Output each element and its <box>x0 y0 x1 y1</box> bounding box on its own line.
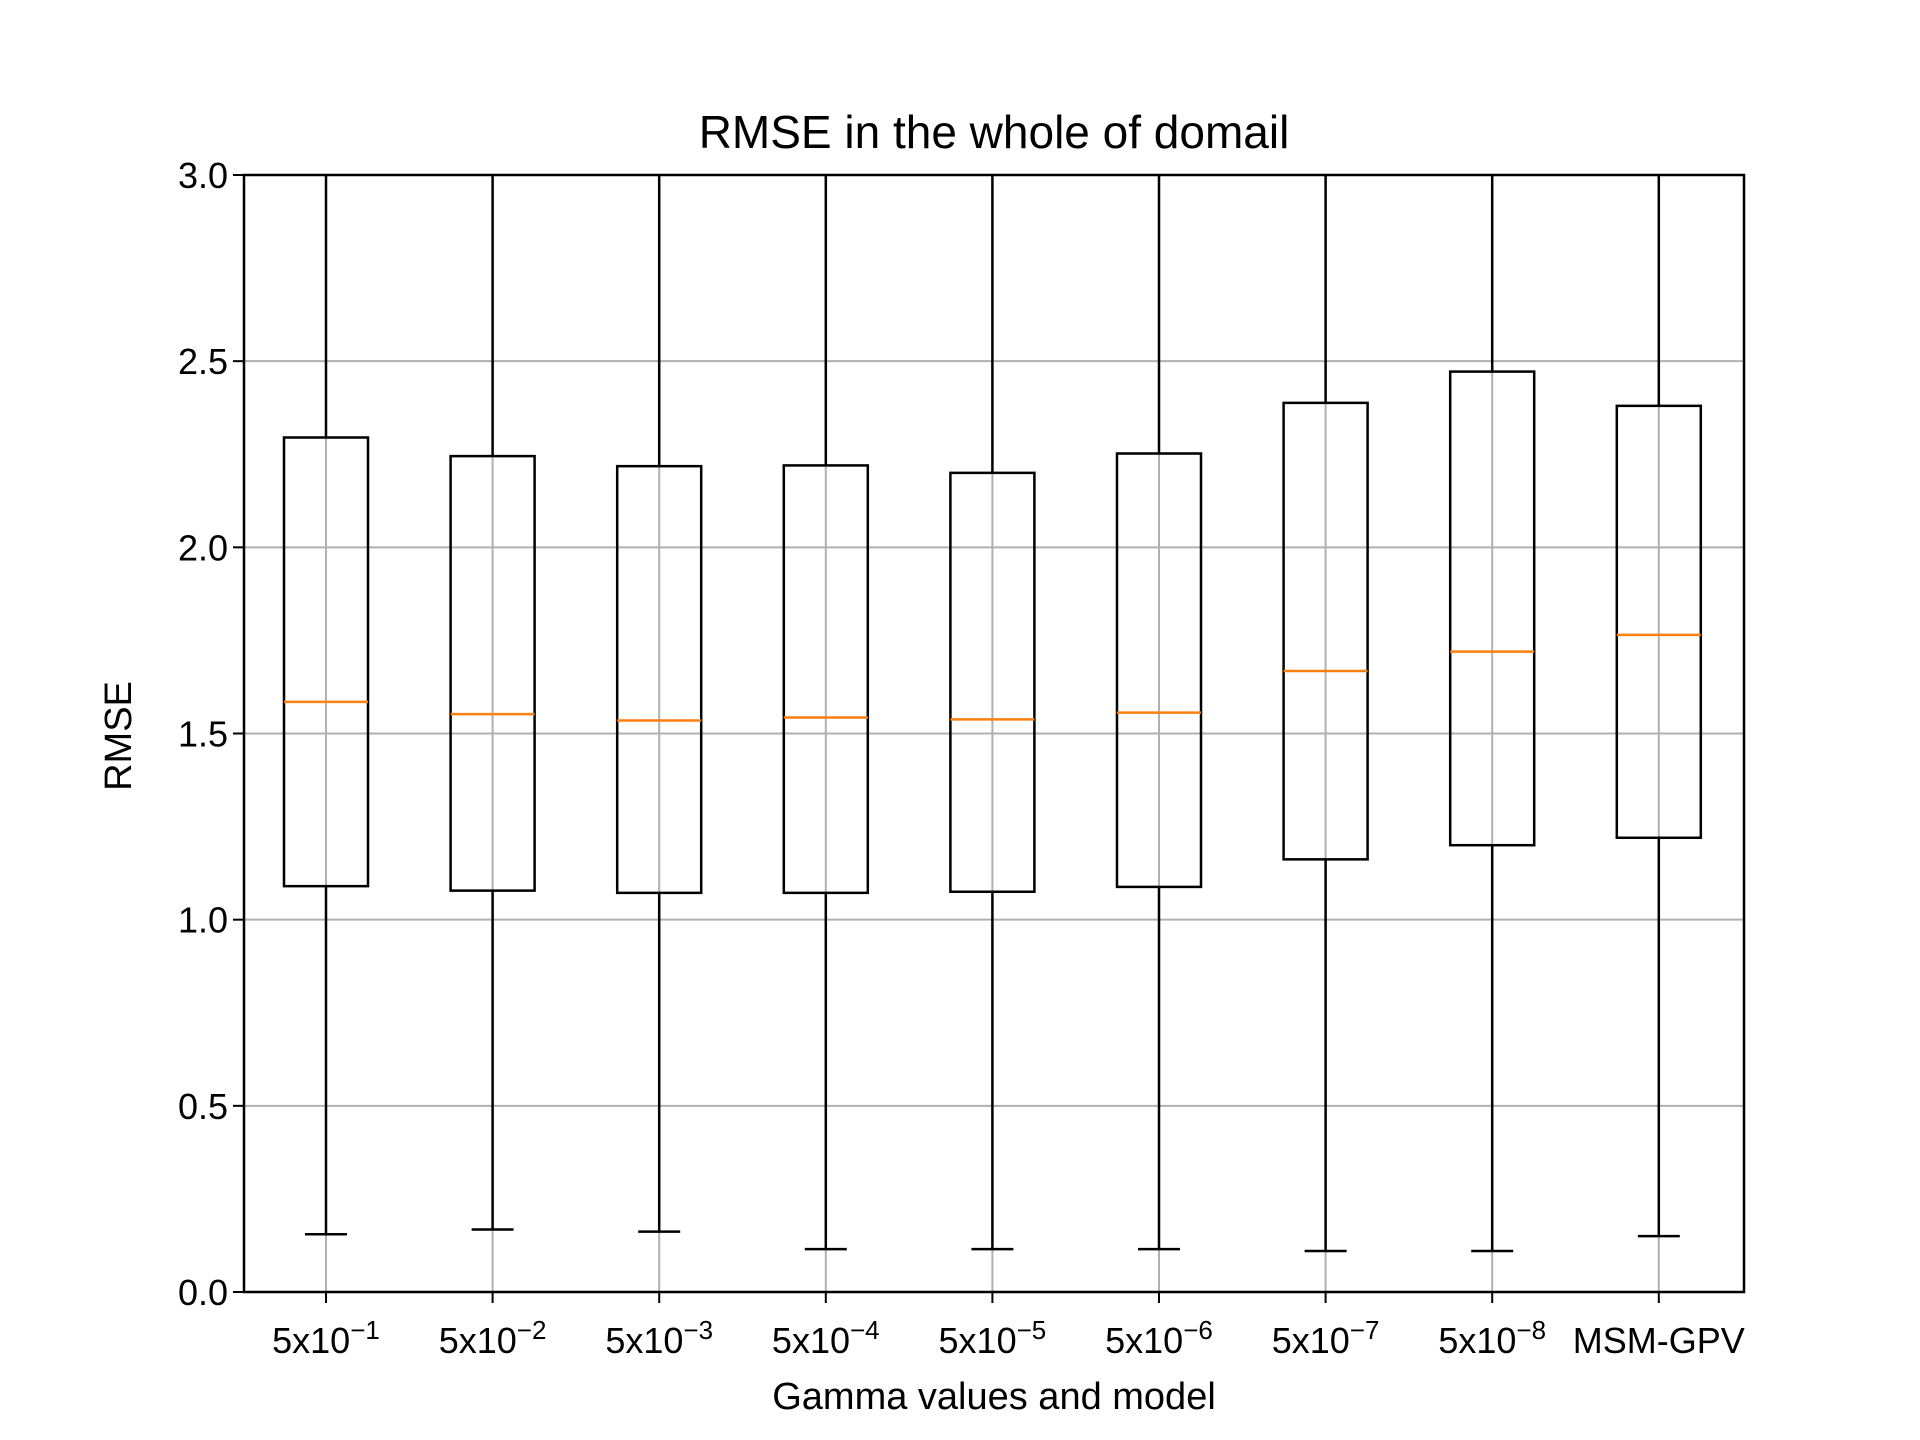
y-tick-label: 0.0 <box>178 1272 228 1313</box>
iqr-box <box>282 436 370 888</box>
box-4 <box>782 175 870 1251</box>
iqr-box <box>1615 404 1703 840</box>
x-tick-label: 5x10−7 <box>1272 1315 1380 1361</box>
x-tick-exponent: −3 <box>683 1315 713 1345</box>
x-axis-ticks: 5x10−1 5x10−2 5x10−3 5x10−4 5x10−5 5x10−6 5x10… <box>272 1292 1745 1361</box>
x-tick-exponent: −1 <box>350 1315 380 1345</box>
x-tick-base: 5x10 <box>1105 1320 1183 1361</box>
y-tick-label: 1.5 <box>178 714 228 755</box>
x-tick-label: 5x10−6 <box>1105 1315 1213 1361</box>
x-tick-base: 5x10 <box>439 1320 517 1361</box>
y-tick-label: 0.5 <box>178 1086 228 1127</box>
x-tick-label: 5x10−1 <box>272 1315 380 1361</box>
x-tick-exponent: −6 <box>1183 1315 1213 1345</box>
box-6 <box>1115 175 1203 1251</box>
x-tick-exponent: −7 <box>1350 1315 1380 1345</box>
x-tick-label: MSM-GPV <box>1573 1320 1745 1361</box>
x-tick-base: 5x10 <box>605 1320 683 1361</box>
x-tick-base: 5x10 <box>939 1320 1017 1361</box>
x-tick-label: 5x10−4 <box>772 1315 880 1361</box>
x-tick-exponent: −4 <box>850 1315 880 1345</box>
iqr-box <box>949 471 1036 893</box>
box-9 <box>1615 175 1703 1238</box>
x-tick-base: 5x10 <box>272 1320 350 1361</box>
grid-lines <box>244 174 1744 1293</box>
y-axis-label: RMSE <box>98 681 140 791</box>
box-1 <box>282 175 370 1236</box>
x-tick-exponent: −5 <box>1017 1315 1047 1345</box>
box-2 <box>449 175 536 1231</box>
iqr-box <box>1115 452 1203 889</box>
iqr-box <box>1448 370 1536 847</box>
box-series <box>282 175 1703 1253</box>
x-tick-label: 5x10−8 <box>1438 1315 1546 1361</box>
x-tick-base: 5x10 <box>1272 1320 1350 1361</box>
y-tick-label: 2.5 <box>178 341 228 382</box>
box-7 <box>1282 175 1369 1253</box>
x-tick-base: MSM-GPV <box>1573 1320 1745 1361</box>
y-tick-label: 2.0 <box>178 527 228 568</box>
y-axis-ticks: 0.0 0.5 1.0 1.5 2.0 2.5 3.0 <box>178 155 244 1313</box>
x-tick-label: 5x10−2 <box>439 1315 547 1361</box>
box-8 <box>1448 175 1536 1253</box>
x-axis-label: Gamma values and model <box>772 1376 1216 1418</box>
x-tick-label: 5x10−3 <box>605 1315 713 1361</box>
x-tick-exponent: −2 <box>517 1315 547 1345</box>
box-5 <box>949 175 1036 1251</box>
iqr-box <box>615 464 703 895</box>
x-tick-exponent: −8 <box>1516 1315 1546 1345</box>
x-tick-base: 5x10 <box>1438 1320 1516 1361</box>
y-tick-label: 1.0 <box>178 900 228 941</box>
iqr-box <box>449 454 536 892</box>
x-tick-base: 5x10 <box>772 1320 850 1361</box>
y-tick-label: 3.0 <box>178 155 228 196</box>
iqr-box <box>782 464 870 895</box>
x-tick-label: 5x10−5 <box>939 1315 1047 1361</box>
box-3 <box>615 175 703 1233</box>
iqr-box <box>1282 401 1369 861</box>
chart-title: RMSE in the whole of domail <box>699 106 1290 158</box>
